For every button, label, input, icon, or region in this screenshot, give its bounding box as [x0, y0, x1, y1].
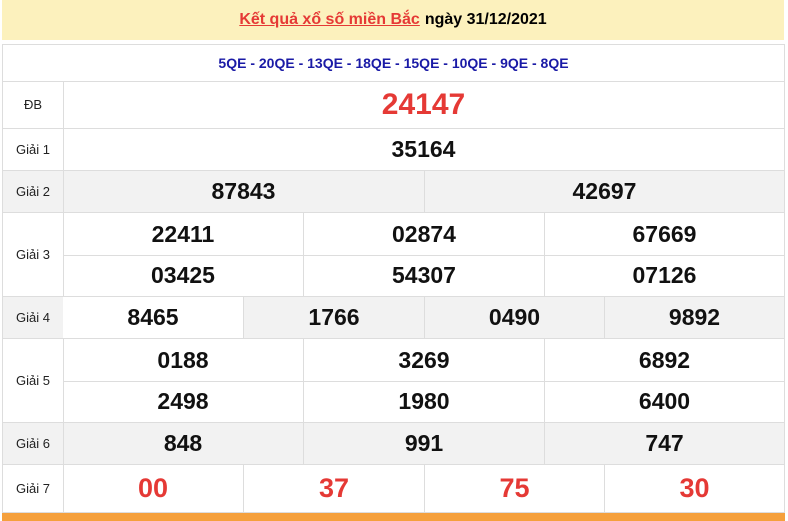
prize-number: 8465 — [63, 297, 244, 338]
results-table: 5QE - 20QE - 13QE - 18QE - 15QE - 10QE -… — [2, 44, 785, 513]
prize-number: 07126 — [632, 262, 697, 288]
prize-number: 24147 — [381, 87, 466, 121]
prize-label: Giải 1 — [3, 129, 64, 170]
prize-number: 03425 — [63, 255, 304, 296]
footer-bar — [2, 513, 785, 521]
row-db: ĐB 24147 — [3, 81, 784, 129]
special-codes: 5QE - 20QE - 13QE - 18QE - 15QE - 10QE -… — [3, 45, 784, 82]
prize-label: Giải 4 — [3, 297, 64, 338]
prize-number: 30 — [679, 473, 710, 503]
results-header: Kết quả xổ số miền Bắc ngày 31/12/2021 — [2, 0, 784, 40]
prize-number: 2498 — [63, 381, 304, 422]
prize-number: 6400 — [638, 388, 691, 414]
prize-number: 02874 — [304, 213, 545, 255]
row-g5: Giải 5 0188 3269 6892 2498 1980 6400 — [3, 339, 784, 423]
prize-number: 37 — [244, 465, 425, 512]
prize-number: 1766 — [244, 297, 425, 338]
prize-label: Giải 5 — [3, 339, 64, 422]
prize-number: 3269 — [304, 339, 545, 381]
prize-number: 75 — [425, 465, 605, 512]
prize-number: 747 — [645, 430, 684, 456]
prize-label: ĐB — [3, 81, 64, 128]
prize-number: 1980 — [304, 381, 545, 422]
row-g4: Giải 4 8465 1766 0490 9892 — [3, 297, 784, 339]
row-g7: Giải 7 00 37 75 30 — [3, 465, 784, 512]
prize-number: 848 — [63, 423, 304, 464]
divider — [63, 255, 784, 256]
prize-number: 9892 — [668, 304, 721, 330]
divider — [63, 381, 784, 382]
row-g3: Giải 3 22411 02874 67669 03425 54307 071… — [3, 213, 784, 297]
prize-number: 0490 — [425, 297, 605, 338]
prize-number: 54307 — [304, 255, 545, 296]
prize-number: 6892 — [638, 346, 691, 373]
prize-number: 991 — [304, 423, 545, 464]
prize-label: Giải 3 — [3, 213, 64, 296]
title-link[interactable]: Kết quả xổ số miền Bắc — [239, 11, 420, 28]
prize-number: 00 — [63, 465, 244, 512]
prize-label: Giải 2 — [3, 171, 64, 212]
prize-number: 0188 — [63, 339, 304, 381]
prize-number: 35164 — [391, 136, 456, 162]
date-text: ngày 31/12/2021 — [424, 11, 547, 28]
prize-number: 42697 — [572, 178, 637, 204]
row-g2: Giải 2 87843 42697 — [3, 171, 784, 213]
prize-label: Giải 6 — [3, 423, 64, 464]
prize-number: 87843 — [63, 171, 425, 212]
prize-number: 22411 — [63, 213, 304, 255]
prize-label: Giải 7 — [3, 465, 64, 512]
row-g6: Giải 6 848 991 747 — [3, 423, 784, 465]
row-g1: Giải 1 35164 — [3, 129, 784, 171]
prize-number: 67669 — [632, 220, 697, 247]
